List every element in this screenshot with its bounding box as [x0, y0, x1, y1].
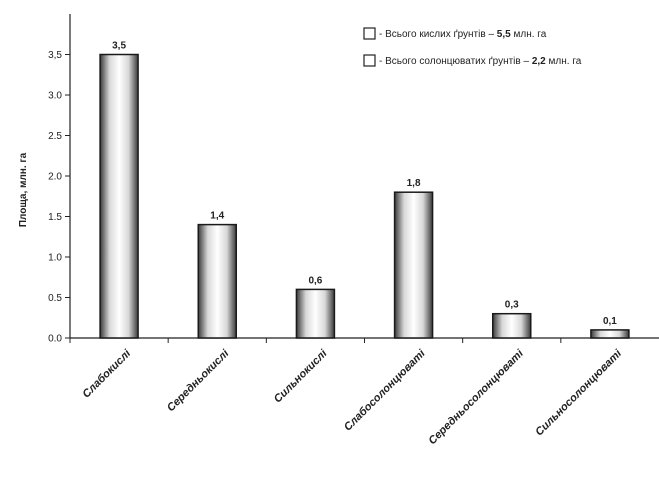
bar	[99, 53, 139, 339]
category-label: Слабокислі	[80, 347, 134, 401]
category-label: Середньосолонцюваті	[426, 347, 526, 447]
bar-value-label: 0,1	[603, 316, 617, 327]
y-tick-label: 2.0	[48, 172, 62, 183]
category-labels: Слабокислі Середньокислі Сильнокислі Слабос…	[80, 347, 624, 447]
legend: - Всього кислих ґрунтів – 5,5 млн. га - В…	[363, 27, 582, 67]
y-tick-label: 0.5	[48, 293, 62, 304]
y-tick-label: 3.0	[48, 91, 62, 102]
y-tick-label: 1.0	[48, 253, 62, 264]
bar	[590, 329, 630, 339]
bar	[295, 288, 336, 339]
bar-value-label: 1,4	[210, 211, 224, 222]
category-label: Слабосолонцюваті	[342, 347, 429, 434]
legend-swatch	[363, 27, 376, 40]
bar	[393, 191, 434, 339]
y-tick-label: 3,5	[48, 50, 62, 61]
bar-value-label: 0,3	[505, 300, 519, 311]
data-labels: 3,5 1,4 0,6 1,8 0,3 0,1	[112, 41, 617, 327]
legend-swatch	[363, 54, 376, 67]
bar	[492, 312, 532, 339]
category-label: Середньокислі	[165, 347, 232, 414]
y-tick-label: 0.0	[48, 334, 62, 345]
y-tick-label: 2.5	[48, 131, 62, 142]
x-axis	[69, 337, 659, 343]
bar-value-label: 1,8	[407, 178, 421, 189]
bar-value-label: 0,6	[308, 275, 322, 286]
category-label: Сильносолонцюваті	[533, 347, 624, 438]
bars	[99, 53, 630, 339]
legend-entry: - Всього солонцюватих ґрунтів – 2,2 млн.…	[379, 56, 582, 67]
y-tick-label: 1.5	[48, 212, 62, 223]
category-label: Сильнокислі	[272, 347, 330, 405]
legend-entry: - Всього кислих ґрунтів – 5,5 млн. га	[379, 29, 547, 40]
bar-value-label: 3,5	[112, 41, 126, 52]
y-axis: 0.0 0.5 1.0 1.5 2.0 2.5 3.0 3,5	[48, 14, 71, 345]
y-axis-title: Площа, млн. га	[18, 152, 29, 227]
bar	[197, 223, 237, 339]
